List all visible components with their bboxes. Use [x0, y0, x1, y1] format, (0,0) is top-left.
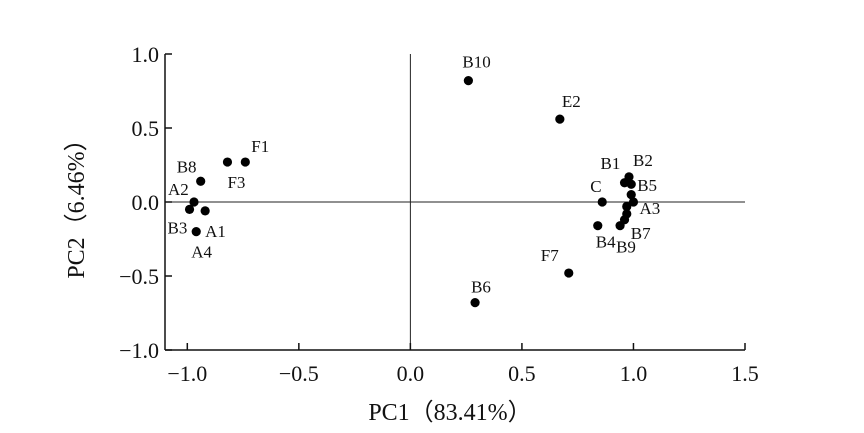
point-label: A4	[191, 243, 212, 262]
point-label: F7	[541, 246, 559, 265]
x-tick-label: 0.5	[508, 361, 536, 386]
point-label: B9	[616, 238, 636, 257]
point-label: F1	[251, 137, 269, 156]
point-label: B3	[168, 218, 188, 237]
data-point	[200, 206, 210, 216]
data-point	[628, 197, 639, 207]
x-tick-label: 1.0	[620, 361, 648, 386]
data-point	[470, 298, 480, 308]
point-label: A1	[205, 222, 226, 241]
point-label: B7	[631, 224, 651, 243]
y-tick-label: 0.5	[132, 116, 160, 141]
reference-lines	[165, 54, 745, 350]
point-label: B4	[596, 233, 616, 252]
y-axis-title: PC2（6.46%）	[64, 127, 90, 278]
x-axis-title: PC1（83.41%）	[368, 400, 531, 426]
y-ticks: −1.0 −0.5 0.0 0.5 1.0	[119, 42, 172, 363]
point-label: F3	[227, 173, 245, 192]
point-label: E2	[562, 92, 581, 111]
data-point	[564, 268, 574, 278]
data-point	[463, 76, 473, 86]
x-ticks: −1.0 −0.5 0.0 0.5 1.0 1.5	[167, 343, 759, 386]
y-tick-label: −1.0	[119, 338, 159, 363]
y-tick-label: −0.5	[119, 264, 159, 289]
data-point	[191, 227, 201, 237]
data-point	[240, 157, 250, 167]
data-point	[626, 179, 636, 189]
point-label: B6	[471, 278, 491, 297]
x-tick-label: 0.0	[397, 361, 425, 386]
data-point	[622, 201, 632, 212]
data-points	[184, 76, 639, 308]
point-label: A3	[639, 199, 660, 218]
data-point	[184, 204, 195, 214]
data-point	[593, 221, 603, 231]
point-label: B8	[177, 157, 197, 176]
data-point	[196, 176, 206, 186]
x-tick-label: 1.5	[731, 361, 759, 386]
point-label: A2	[168, 180, 189, 199]
data-point	[624, 172, 634, 182]
x-tick-label: −1.0	[167, 361, 207, 386]
x-tick-label: −0.5	[279, 361, 319, 386]
point-label: B5	[637, 176, 657, 195]
point-label: B2	[633, 151, 653, 170]
data-point	[626, 190, 636, 200]
point-label: B1	[601, 154, 621, 173]
data-point	[555, 114, 565, 124]
y-tick-label: 1.0	[132, 42, 160, 67]
y-tick-label: 0.0	[132, 190, 160, 215]
data-point	[222, 157, 233, 167]
data-point	[597, 197, 607, 207]
data-point	[619, 215, 630, 225]
point-label: C	[590, 177, 601, 196]
point-label: B10	[462, 53, 490, 72]
data-point	[189, 197, 199, 207]
